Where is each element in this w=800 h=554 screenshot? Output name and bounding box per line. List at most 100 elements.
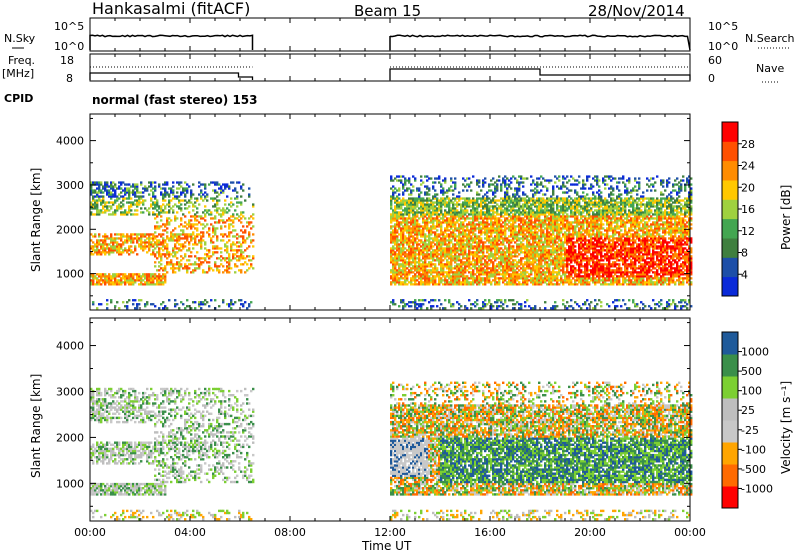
heatmap-cell [454,203,457,206]
heatmap-cell [518,199,521,202]
heatmap-cell [502,251,505,254]
heatmap-cell [550,229,553,232]
heatmap-cell [522,267,525,270]
heatmap-cell [128,237,131,240]
heatmap-cell [184,245,187,248]
heatmap-cell [496,225,499,228]
heatmap-cell [510,223,513,226]
heatmap-cell [506,271,509,274]
heatmap-cell [518,175,521,178]
heatmap-cell [540,283,543,286]
heatmap-cell [142,203,145,206]
heatmap-cell [420,179,423,182]
heatmap-cell [490,221,493,224]
heatmap-cell [112,243,115,246]
heatmap-cell [120,181,123,184]
heatmap-cell [454,223,457,226]
heatmap-cell [532,211,535,214]
heatmap-cell [128,249,131,252]
heatmap-cell [132,303,135,306]
heatmap-cell [148,181,151,184]
heatmap-cell [182,187,185,190]
heatmap-cell [158,227,161,230]
heatmap-cell [176,261,179,264]
heatmap-cell [420,279,423,282]
heatmap-cell [92,207,95,210]
heatmap-cell [118,203,121,206]
heatmap-cell [472,215,475,218]
heatmap-cell [534,307,537,310]
heatmap-cell [152,233,155,236]
heatmap-cell [478,247,481,250]
heatmap-cell [418,197,421,200]
heatmap-cell [198,181,201,184]
heatmap-cell [514,203,517,206]
heatmap-cell [110,239,113,242]
heatmap-cell [212,241,215,244]
heatmap-cell [538,235,541,238]
heatmap-cell [524,283,527,286]
heatmap-cell [536,201,539,204]
heatmap-cell [416,203,419,206]
heatmap-cell [468,255,471,258]
heatmap-cell [394,237,397,240]
heatmap-cell [400,249,403,252]
heatmap-cell [536,209,539,212]
heatmap-cell [422,251,425,254]
heatmap-cell [182,225,185,228]
heatmap-cell [430,305,433,308]
heatmap-cell [418,249,421,252]
heatmap-cell [170,259,173,262]
heatmap-cell [166,203,169,206]
heatmap-cell [102,273,105,276]
heatmap-cell [526,247,529,250]
heatmap-cell [138,199,141,202]
heatmap-cell [170,253,173,256]
heatmap-cell [474,247,477,250]
heatmap-cell [430,231,433,234]
heatmap-cell [422,265,425,268]
heatmap-cell [524,251,527,254]
heatmap-cell [148,211,151,214]
heatmap-cell [110,245,113,248]
heatmap-cell [198,305,201,308]
heatmap-cell [448,233,451,236]
heatmap-cell [234,229,237,232]
heatmap-cell [550,279,553,282]
heatmap-cell [456,201,459,204]
heatmap-cell [204,187,207,190]
heatmap-cell [480,209,483,212]
heatmap-cell [394,235,397,238]
heatmap-cell [428,235,431,238]
heatmap-cell [164,273,167,276]
heatmap-cell [144,239,147,242]
heatmap-cell [426,263,429,266]
heatmap-cell [516,275,519,278]
heatmap-cell [164,255,167,258]
heatmap-cell [404,221,407,224]
heatmap-cell [176,181,179,184]
heatmap-cell [522,271,525,274]
heatmap-cell [212,251,215,254]
heatmap-cell [116,205,119,208]
heatmap-cell [112,275,115,278]
heatmap-cell [496,185,499,188]
heatmap-cell [160,259,163,262]
heatmap-cell [90,185,93,188]
heatmap-cell [92,205,95,208]
heatmap-cell [472,229,475,232]
heatmap-cell [166,257,169,260]
heatmap-cell [390,215,393,218]
heatmap-cell [552,283,555,286]
heatmap-cell [448,261,451,264]
heatmap-cell [548,217,551,220]
heatmap-cell [554,257,557,260]
heatmap-cell [432,211,435,214]
heatmap-cell [150,183,153,186]
heatmap-cell [486,267,489,270]
heatmap-cell [124,213,127,216]
heatmap-cell [490,239,493,242]
heatmap-cell [104,247,107,250]
heatmap-cell [112,181,115,184]
heatmap-cell [188,223,191,226]
